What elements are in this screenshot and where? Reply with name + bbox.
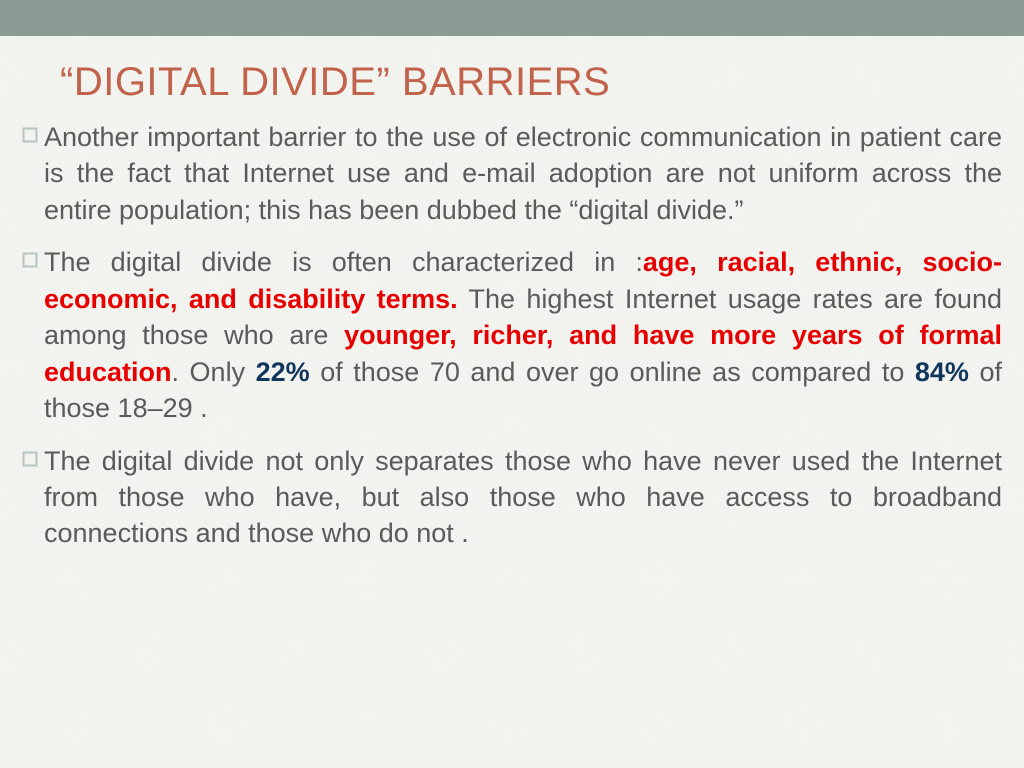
text-run: The digital divide not only separates th… (44, 446, 1002, 549)
text-run: 84% (915, 357, 969, 387)
text-run: Another important barrier to the use of … (44, 122, 1002, 225)
slide-title: “DIGITAL DIVIDE” BARRIERS (0, 36, 1024, 119)
text-run: of those 70 and over go online as compar… (310, 357, 915, 387)
bullet-item: Another important barrier to the use of … (22, 119, 1002, 228)
bullet-text: Another important barrier to the use of … (44, 119, 1002, 228)
bullet-marker-icon (22, 127, 38, 143)
text-run: The digital divide is often characterize… (44, 247, 643, 277)
bullet-item: The digital divide not only separates th… (22, 443, 1002, 552)
text-run: . Only (172, 357, 256, 387)
slide-body: Another important barrier to the use of … (0, 119, 1024, 552)
bullet-text: The digital divide not only separates th… (44, 443, 1002, 552)
bullet-text: The digital divide is often characterize… (44, 244, 1002, 426)
text-run: 22% (256, 357, 310, 387)
bullet-marker-icon (22, 252, 38, 268)
slide: “DIGITAL DIVIDE” BARRIERS Another import… (0, 36, 1024, 552)
bullet-item: The digital divide is often characterize… (22, 244, 1002, 426)
bullet-marker-icon (22, 451, 38, 467)
top-accent-bar (0, 0, 1024, 36)
